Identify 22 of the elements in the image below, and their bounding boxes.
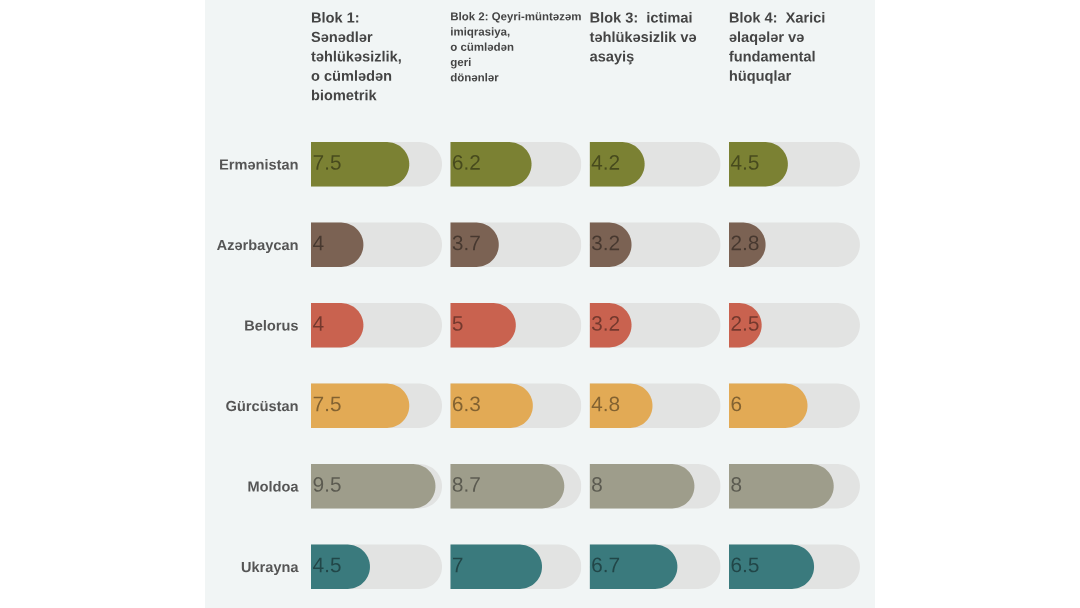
y-tick-label: Moldoa (248, 480, 299, 492)
y-tick-label: Azərbaycan (217, 239, 298, 254)
data-label: 3.2 (591, 316, 620, 331)
data-label: 8.7 (452, 477, 480, 492)
data-label: 2.5 (731, 316, 759, 331)
y-tick-label: Ermənistan (220, 158, 298, 170)
y-tick-label: Gürcüstan (226, 400, 298, 412)
chart-title: Blok 2: Qeyri-müntəzəm imiqrasiya, o cümlədən geri dönənlər (450, 12, 581, 82)
chart-title: Blok 1: Sənədlər təhlükəsizlik, o cümlədən biometrik (311, 12, 401, 101)
chart-title: Blok 3: ictimai təhlükəsizlik və asayiş (589, 12, 697, 65)
data-label: 7.5 (313, 396, 341, 412)
data-label: 4 (313, 316, 324, 331)
data-label: 8 (731, 477, 742, 492)
data-label: 4.8 (591, 396, 620, 412)
y-tick-label: Belorus (245, 319, 298, 331)
y-tick-label: Ukrayna (241, 561, 299, 576)
data-label: 9.5 (313, 477, 341, 492)
chart-title: Blok 4: Xarici əlaqələr və fundamental hüquqlar (729, 12, 825, 84)
data-label: 6 (731, 396, 742, 412)
data-label: 5 (452, 316, 463, 331)
data-label: 6.3 (452, 396, 480, 412)
data-label: 8 (592, 477, 602, 492)
